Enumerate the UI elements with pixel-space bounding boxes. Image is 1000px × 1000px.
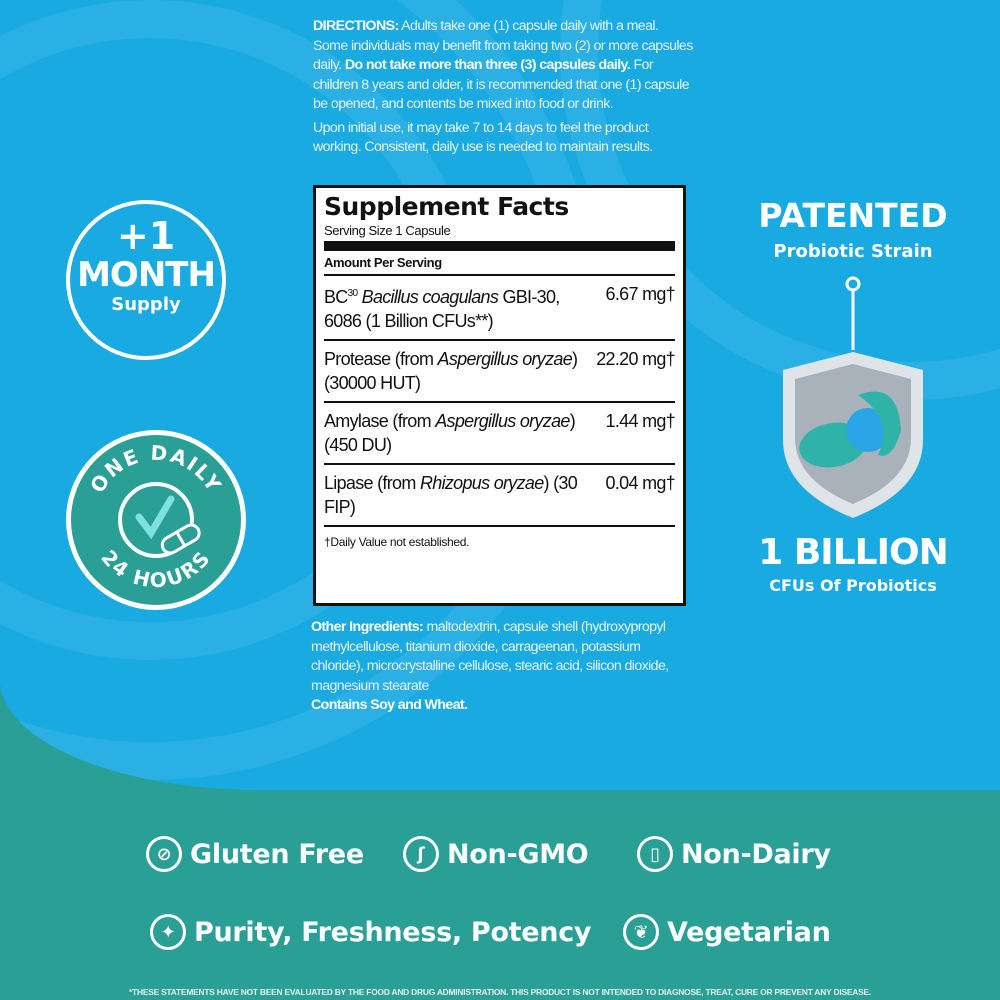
facts-row: Amylase (from Aspergillus oryzae) (450 D…: [324, 403, 676, 465]
svg-text:24 HOURS: 24 HOURS: [96, 545, 215, 592]
claim-non-gmo: ʃ Non-GMO: [403, 836, 589, 872]
clock-check-icon: [118, 482, 194, 558]
patented-sub: Probiotic Strain: [773, 241, 933, 262]
facts-row: Protease (from Aspergillus oryzae) (3000…: [324, 341, 676, 403]
capsule-icon: [160, 523, 201, 555]
claim-gluten-free: ⊘ Gluten Free: [146, 836, 364, 872]
one-daily-badge: ONE DAILY 24 HOURS: [66, 430, 246, 610]
patented-title: PATENTED: [758, 196, 948, 235]
billion-title: 1 BILLION: [758, 532, 948, 573]
directions: DIRECTIONS: Adults take one (1) capsule …: [313, 18, 693, 155]
leaf-icon: ❦: [623, 914, 659, 950]
dna-icon: ʃ: [403, 836, 439, 872]
facts-row: BC30 Bacillus coagulans GBI-30, 6086 (1 …: [324, 276, 676, 341]
milk-bottle-icon: ▯: [637, 836, 673, 872]
month-supply-badge: +1 MONTH Supply: [66, 200, 226, 360]
supplement-facts-panel: Supplement Facts Serving Size 1 Capsule …: [313, 185, 686, 606]
claim-purity: ✦ Purity, Freshness, Potency: [150, 914, 592, 950]
amount-header: Amount Per Serving: [324, 251, 675, 276]
facts-row: Lipase (from Rhizopus oryzae) (30 FIP) 0.…: [324, 465, 676, 527]
serving-size: Serving Size 1 Capsule: [324, 223, 675, 251]
facts-title: Supplement Facts: [324, 192, 569, 221]
sparkle-icon: ✦: [150, 914, 186, 950]
footnote: †Daily Value not established.: [324, 535, 470, 549]
billion-sub: CFUs Of Probiotics: [769, 576, 937, 595]
no-wheat-icon: ⊘: [146, 836, 182, 872]
svg-text:ONE DAILY: ONE DAILY: [85, 441, 227, 498]
claim-vegetarian: ❦ Vegetarian: [623, 914, 831, 950]
other-ingredients: Other Ingredients: maltodextrin, capsule…: [311, 619, 669, 713]
shield-capsule-icon: [783, 276, 923, 518]
claim-non-dairy: ▯ Non-Dairy: [637, 836, 831, 872]
fda-disclaimer: *THESE STATEMENTS HAVE NOT BEEN EVALUATE…: [129, 987, 871, 997]
